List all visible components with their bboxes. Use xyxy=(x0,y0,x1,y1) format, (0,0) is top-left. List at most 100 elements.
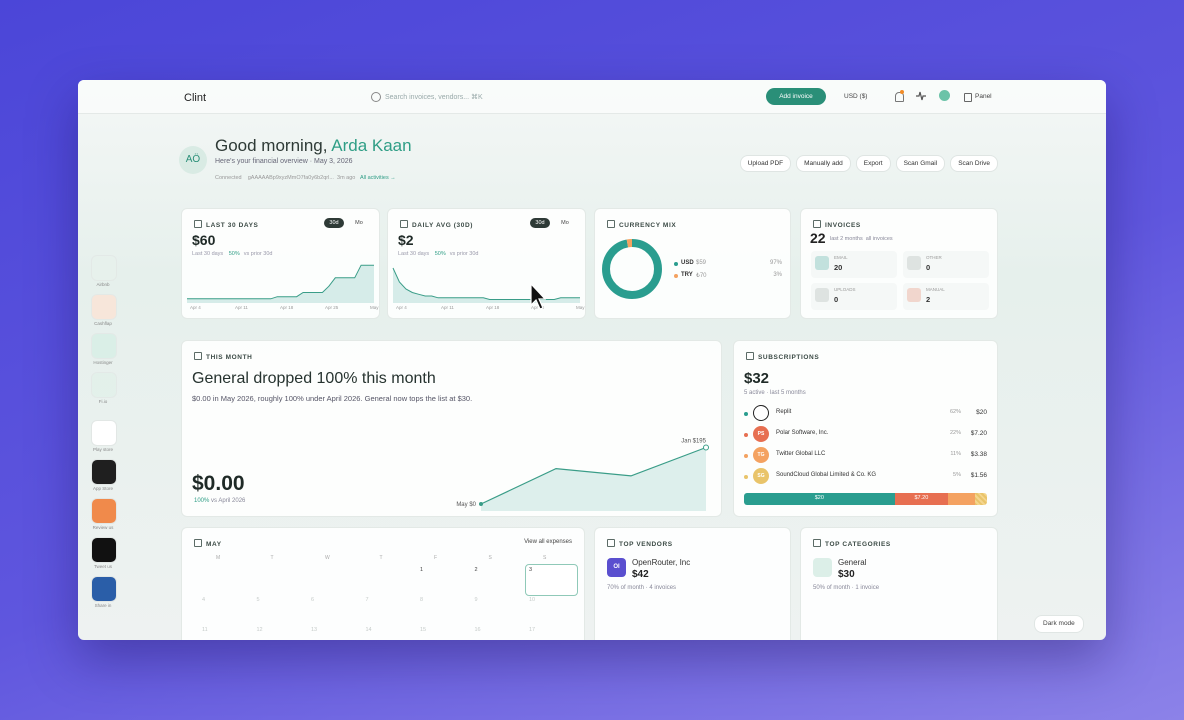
headline: General dropped 100% this month xyxy=(192,370,436,387)
source-icon xyxy=(815,256,829,270)
brand: Clint xyxy=(184,92,207,104)
add-invoice-button[interactable]: Add invoice xyxy=(766,88,826,105)
app-label: App Store xyxy=(92,486,113,491)
card-title-text: MAY xyxy=(206,541,222,548)
amount: $2 xyxy=(398,232,414,248)
range-toggle[interactable]: Mo xyxy=(561,220,569,226)
app-label: Hostinger xyxy=(93,360,113,365)
action-button[interactable]: Export xyxy=(855,155,891,172)
app-icon[interactable] xyxy=(91,537,117,563)
app-icon[interactable] xyxy=(91,420,117,446)
app-icon[interactable] xyxy=(91,459,117,485)
source-box xyxy=(903,251,989,278)
currency-code: TRY xyxy=(681,272,693,278)
range-toggle[interactable]: 30d xyxy=(324,218,344,228)
app-icon[interactable] xyxy=(91,333,117,359)
search-input[interactable]: Search invoices, vendors... ⌘K xyxy=(385,94,483,101)
end-label: Jan $195 xyxy=(681,438,706,444)
panel-button[interactable]: Panel xyxy=(975,93,992,100)
currency-pct: 97% xyxy=(769,260,782,266)
weekday: W xyxy=(325,555,330,561)
change: 50% xyxy=(434,251,446,257)
day-number: 4 xyxy=(202,597,206,603)
month-amount: $0.00 xyxy=(192,472,245,495)
x-axis-label: May xyxy=(576,305,585,310)
day-number: 7 xyxy=(365,597,369,603)
sub-pct: 11% xyxy=(950,451,961,457)
action-button[interactable]: Upload PDF xyxy=(739,155,792,172)
donut-chart xyxy=(602,239,662,299)
vendor-logo: SG xyxy=(753,468,769,484)
segment-label: $20 xyxy=(814,495,824,501)
notification-dot xyxy=(900,90,904,94)
invoice-count: 22 xyxy=(810,230,826,246)
day-number: 17 xyxy=(529,627,536,633)
day-number: 3 xyxy=(529,567,533,573)
app-icon[interactable] xyxy=(91,498,117,524)
x-axis-label: Apr 18 xyxy=(280,305,294,310)
action-button[interactable]: Scan Drive xyxy=(950,155,998,172)
user-avatar[interactable] xyxy=(939,90,950,101)
currency-pct: 3% xyxy=(773,272,782,278)
action-button[interactable]: Scan Gmail xyxy=(895,155,946,172)
weekday: T xyxy=(270,555,274,561)
vendor-amount: $42 xyxy=(632,569,649,580)
currency-amount: $59 xyxy=(696,260,707,266)
donut-segment xyxy=(602,239,662,299)
daily-avg-card: DAILY AVG (30D) 30d Mo $2 Last 30 days 50% vs… xyxy=(387,208,586,319)
currency-select[interactable]: USD ($) xyxy=(844,93,868,100)
compare: vs April 2026 xyxy=(211,498,246,504)
x-axis-label: Apr 11 xyxy=(235,305,248,310)
sub-name: SoundCloud Global Limited & Co. KG xyxy=(776,472,877,478)
sub-amount: $7.20 xyxy=(970,430,987,437)
source-value: 2 xyxy=(926,295,931,304)
amount: $60 xyxy=(192,232,216,248)
sparkline-area xyxy=(187,265,374,303)
card-title-text: TOP VENDORS xyxy=(619,541,673,548)
vendor-logo: PS xyxy=(753,426,769,442)
range-toggle[interactable]: Mo xyxy=(355,220,363,226)
action-buttons: Upload PDF Manually add Export Scan Gmail Sc… xyxy=(735,152,998,172)
status-dot xyxy=(744,433,748,437)
app-icon[interactable] xyxy=(91,255,117,281)
sparkline-chart: Apr 4 Apr 11 Apr 18 Apr 25 May xyxy=(187,264,379,310)
x-axis-label: May xyxy=(370,305,379,310)
donut-segment xyxy=(602,239,662,299)
sparkline-area xyxy=(393,268,580,303)
activity-icon[interactable] xyxy=(916,91,926,101)
dark-mode-toggle[interactable]: Dark mode xyxy=(1034,615,1084,633)
x-axis-label: Apr 11 xyxy=(441,305,454,310)
all-activities-link[interactable]: All activities → xyxy=(359,175,396,181)
app-icon[interactable] xyxy=(91,576,117,602)
card-title: LAST 30 DAYS xyxy=(194,220,258,229)
source-value: 0 xyxy=(834,295,839,304)
compare: vs prior 30d xyxy=(243,251,273,257)
bell-icon[interactable] xyxy=(895,92,904,102)
x-axis-label: Apr 4 xyxy=(396,305,407,310)
day-number: 2 xyxy=(474,567,478,573)
app-icon[interactable] xyxy=(91,372,117,398)
currency-code: USD xyxy=(681,260,694,266)
sub-pct: 22% xyxy=(949,430,961,436)
this-month-card: THIS MONTH General dropped 100% this mon… xyxy=(181,340,722,517)
segment-label: $7.20 xyxy=(914,495,929,501)
vendor-logo: OI xyxy=(607,558,626,577)
month-change: 100% vs April 2026 xyxy=(194,498,245,504)
sparkline-line xyxy=(187,264,374,300)
greeting-hello: Good morning, xyxy=(215,136,328,155)
day-number: 14 xyxy=(365,627,372,633)
card-title-text: SUBSCRIPTIONS xyxy=(758,354,820,361)
share-bar-segment xyxy=(744,493,895,505)
action-button[interactable]: Manually add xyxy=(796,155,851,172)
range-toggle[interactable]: 30d xyxy=(530,218,550,228)
day-number: 5 xyxy=(256,597,260,603)
app-label: Tweet us xyxy=(93,564,112,569)
sub-name: Replit xyxy=(776,409,792,415)
weekday: F xyxy=(434,555,438,561)
day-number: 10 xyxy=(529,597,536,603)
cursor xyxy=(530,283,546,310)
greeting: Good morning, Arda Kaan xyxy=(215,136,412,156)
view-all-link[interactable]: View all expenses xyxy=(524,539,572,545)
app-icon[interactable] xyxy=(91,294,117,320)
